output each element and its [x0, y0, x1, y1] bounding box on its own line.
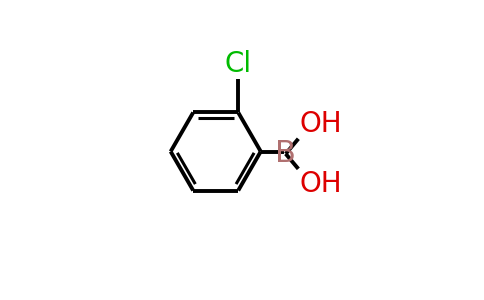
Text: OH: OH	[300, 110, 342, 138]
Text: B: B	[275, 139, 296, 168]
Text: Cl: Cl	[225, 50, 252, 78]
Text: OH: OH	[300, 170, 342, 198]
